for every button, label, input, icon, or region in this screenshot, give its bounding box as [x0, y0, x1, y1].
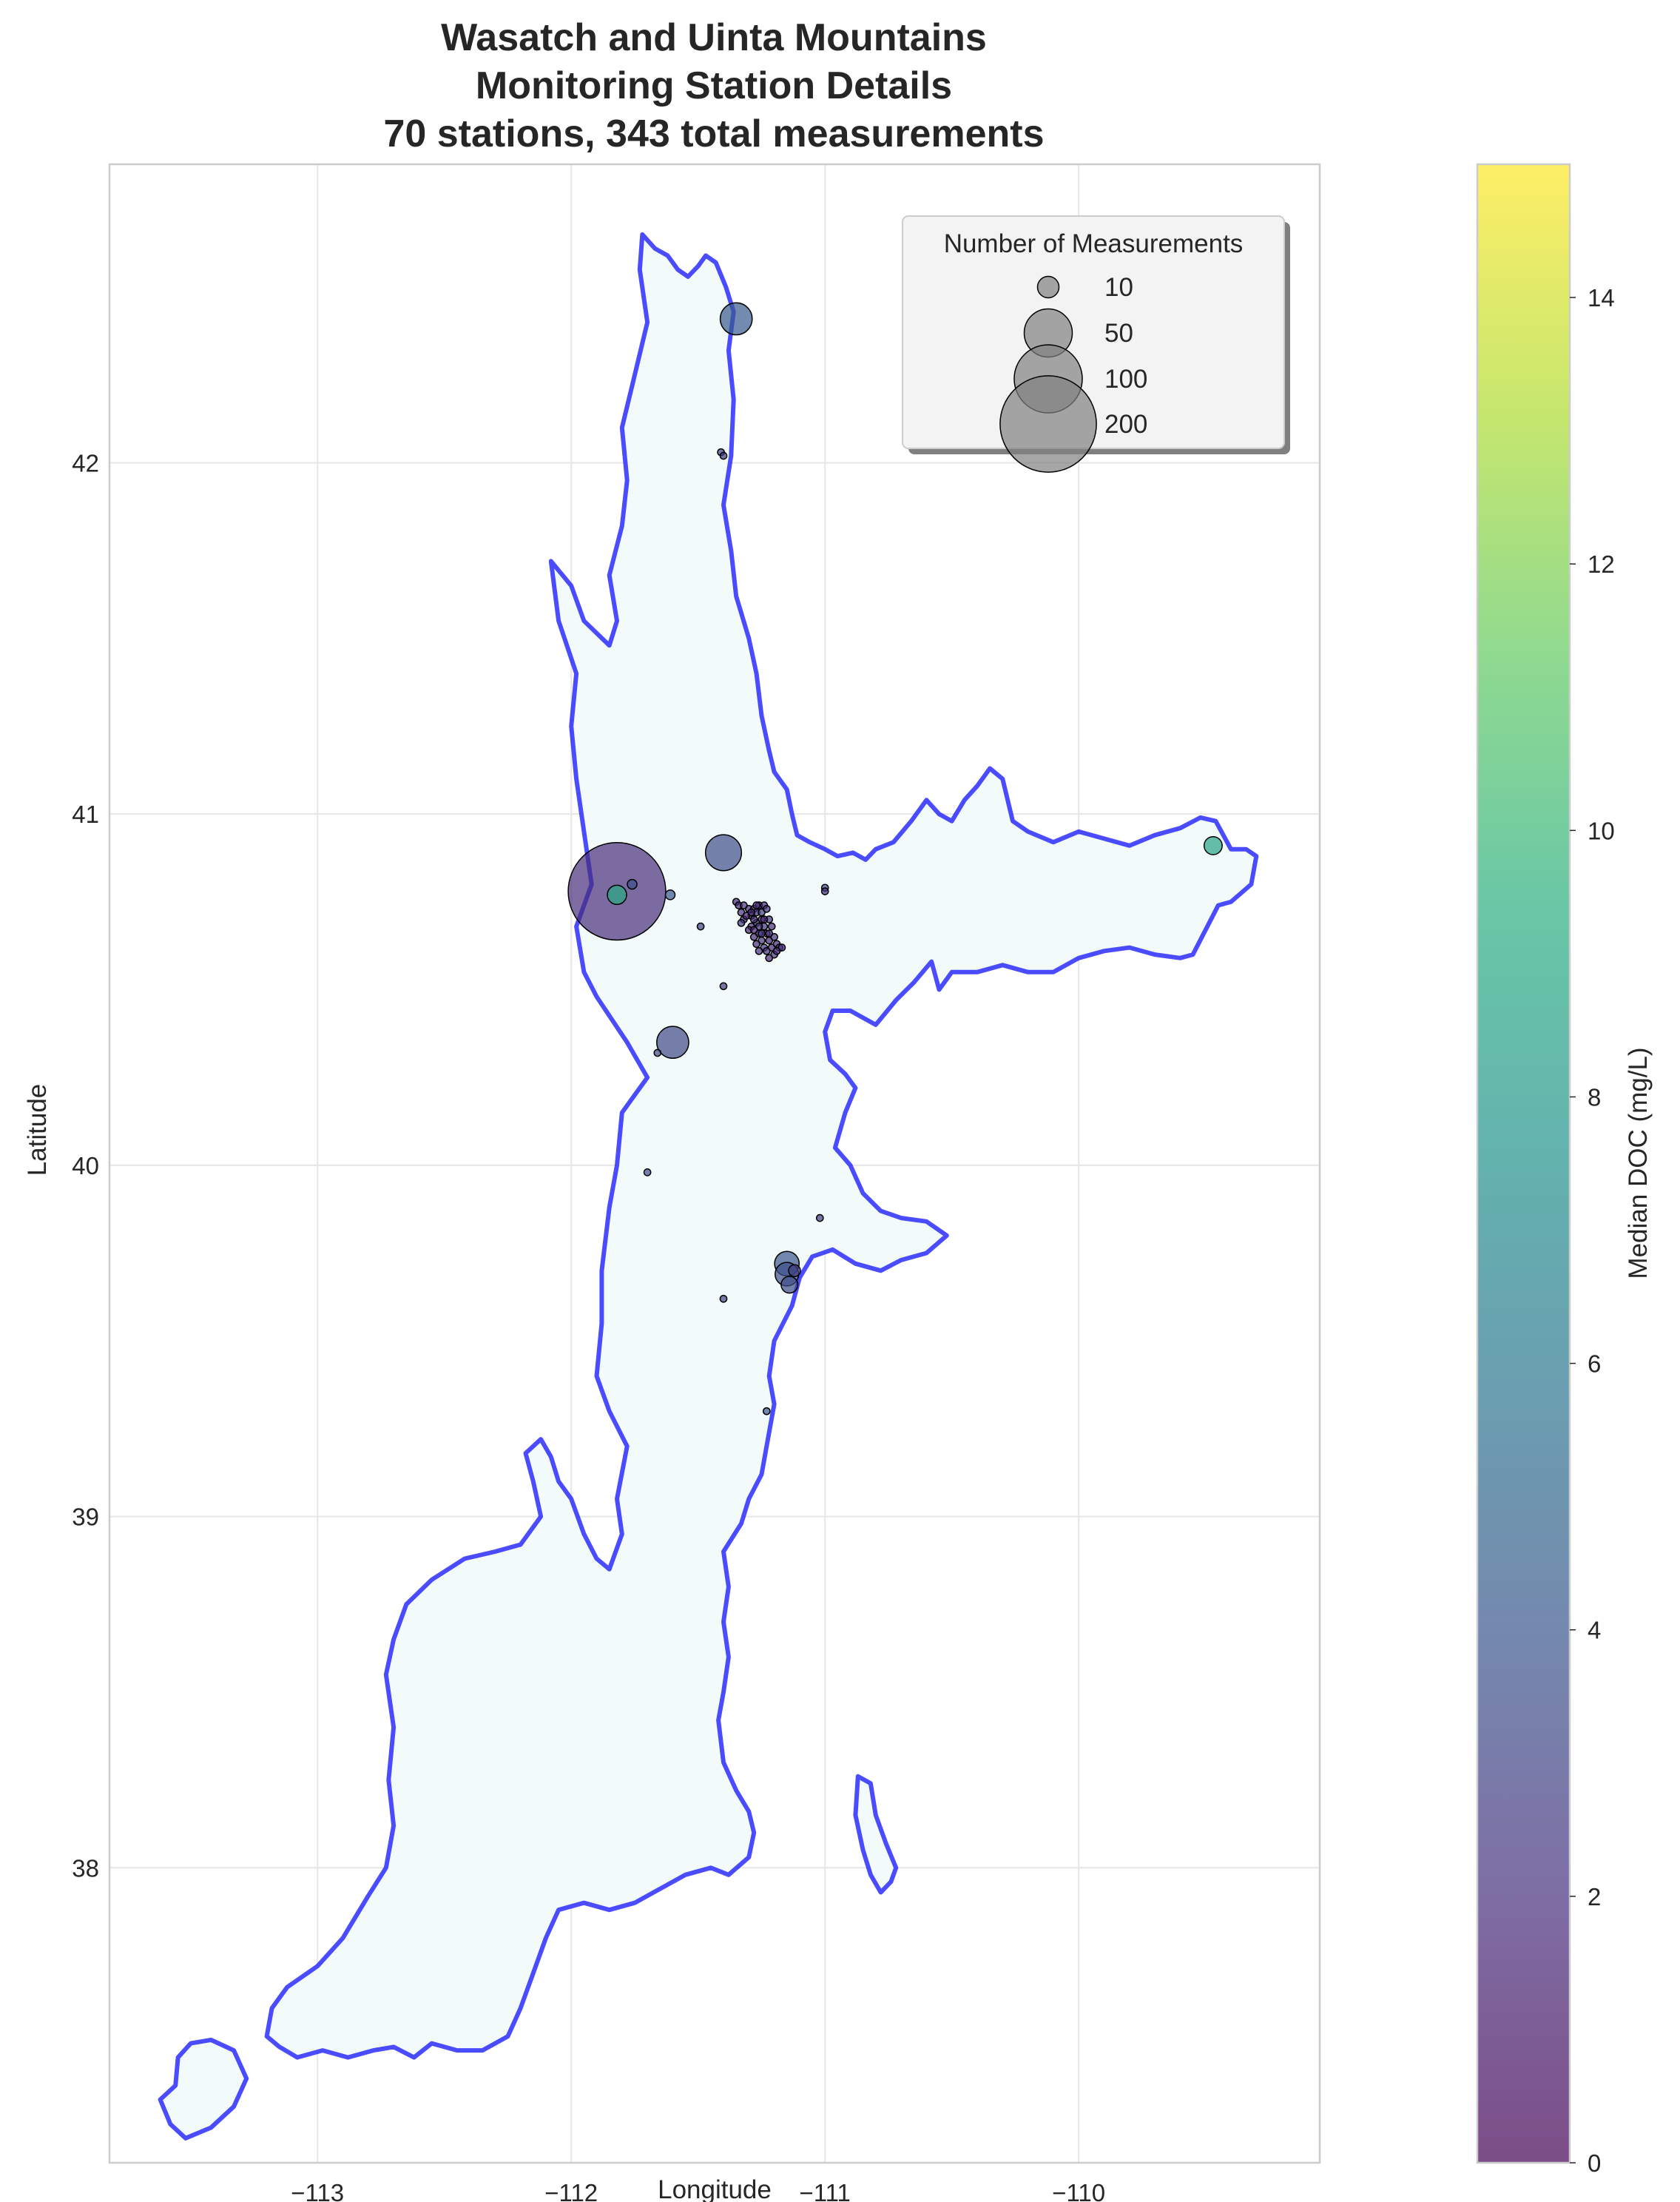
station-marker [607, 884, 627, 906]
station-marker [767, 922, 776, 931]
station-marker [815, 1213, 824, 1222]
colorbar-label: Median DOC (mg/L) [1624, 1047, 1653, 1279]
station-marker [749, 932, 758, 941]
station-marker [820, 887, 829, 895]
mountain-region-boundary [158, 232, 1259, 2141]
y-tick-label: 41 [72, 801, 99, 828]
y-tick-label: 40 [72, 1152, 99, 1179]
station-marker [719, 302, 753, 336]
x-tick-label: −113 [291, 2179, 344, 2202]
colorbar-ticks: 0 2 4 6 8 10 12 14 [1570, 284, 1615, 2177]
colorbar-frame [1476, 163, 1571, 2164]
station-marker [749, 926, 758, 935]
station-marker [653, 1048, 662, 1057]
station-marker [643, 1168, 652, 1176]
station-marker [765, 929, 774, 937]
x-tick-label: −112 [544, 2179, 598, 2202]
colorbar-tick-label: 4 [1588, 1617, 1601, 1644]
colorbar-tick-label: 12 [1588, 550, 1615, 578]
colorbar-tick-label: 2 [1588, 1883, 1601, 1910]
colorbar: 0 2 4 6 8 10 12 14 Median DOC (mg/L) [1476, 163, 1653, 2177]
x-tick-label: −111 [799, 2179, 850, 2202]
boundary-island [853, 1774, 899, 1895]
station-marker [762, 904, 771, 913]
station-marker [719, 1294, 728, 1303]
legend-box [902, 215, 1285, 449]
x-axis-ticks: −113 −112 −111 −110 [291, 2179, 1105, 2202]
legend-label: 100 [1104, 365, 1147, 394]
legend-marker [999, 375, 1097, 473]
station-marker [696, 922, 705, 931]
station-markers [567, 302, 1223, 1415]
legend-label: 10 [1104, 273, 1133, 302]
station-marker [765, 954, 774, 963]
station-marker [747, 908, 756, 917]
station-marker [762, 946, 771, 955]
station-marker [719, 451, 728, 460]
y-axis-label: Latitude [23, 1084, 52, 1176]
legend-title: Number of Measurements [944, 229, 1244, 258]
y-axis-ticks: 38 39 40 41 42 [72, 449, 99, 1882]
chart-title-line-1: Wasatch and Uinta Mountains [441, 16, 987, 59]
station-marker [772, 946, 781, 955]
station-marker [758, 929, 766, 937]
station-marker [1203, 835, 1223, 855]
y-tick-label: 39 [72, 1504, 99, 1531]
plot-frame [108, 163, 1321, 2164]
legend-entries: 10 50 100 200 [999, 273, 1147, 473]
station-marker [740, 901, 748, 909]
station-marker [656, 1026, 689, 1060]
colorbar-tick-label: 8 [1588, 1083, 1601, 1111]
x-tick-label: −110 [1052, 2179, 1105, 2202]
station-marker [762, 1407, 771, 1415]
legend-label: 50 [1104, 319, 1133, 348]
boundary-main [264, 232, 1259, 2060]
colorbar-tick-label: 0 [1588, 2149, 1601, 2177]
colorbar-gradient [1477, 164, 1570, 2163]
station-marker [719, 982, 728, 991]
chart-title-line-2: Monitoring Station Details [476, 64, 952, 107]
size-legend: Number of Measurements 10 50 100 200 [902, 215, 1290, 473]
station-marker [760, 915, 769, 923]
y-tick-label: 38 [72, 1854, 99, 1882]
colorbar-tick-label: 6 [1588, 1350, 1601, 1378]
y-tick-label: 42 [72, 449, 99, 477]
station-marker [752, 901, 760, 909]
colorbar-tick-label: 14 [1588, 284, 1615, 312]
boundary-island [158, 2037, 249, 2141]
station-marker [755, 946, 763, 955]
chart-title-line-3: 70 stations, 343 total measurements [383, 112, 1044, 155]
station-marker [627, 878, 638, 890]
x-axis-label: Longitude [658, 2175, 772, 2202]
station-marker [664, 889, 676, 900]
station-marker [752, 940, 760, 949]
colorbar-tick-label: 10 [1588, 817, 1615, 844]
legend-label: 200 [1104, 410, 1147, 439]
station-marker [788, 1264, 801, 1278]
station-marker [704, 834, 743, 872]
station-marker [749, 915, 758, 923]
legend-marker [1036, 275, 1060, 299]
station-marker [737, 918, 746, 927]
station-marker [780, 1276, 799, 1294]
